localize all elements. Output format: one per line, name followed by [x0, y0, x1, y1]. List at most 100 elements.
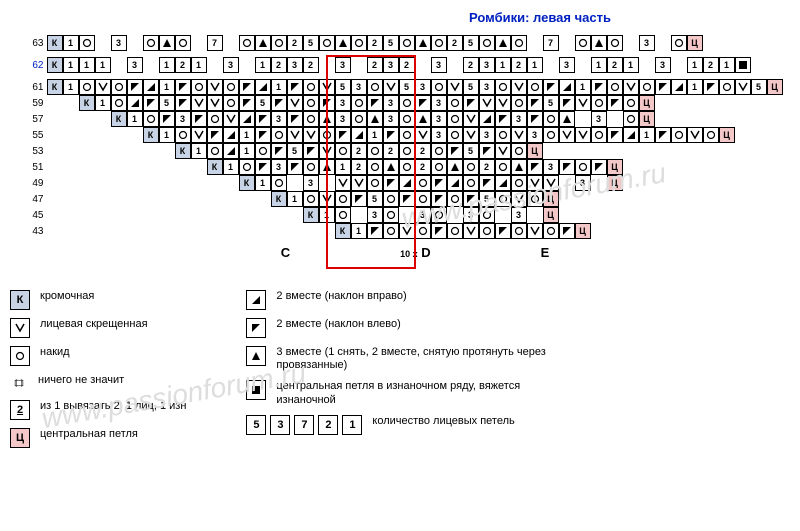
chart-cell: 3 [431, 57, 447, 73]
empty-cell [623, 35, 639, 51]
legend-text: кромочная [40, 290, 94, 303]
empty-cell [159, 143, 175, 159]
empty-cell [559, 35, 575, 51]
legend-symbol: К [10, 290, 30, 310]
chart-cell: 3 [575, 175, 591, 191]
empty-cell [719, 143, 735, 159]
chart-cell [495, 95, 511, 111]
chart-cell [239, 111, 255, 127]
chart-row: 43К1Ц [10, 223, 790, 239]
chart-cell [399, 191, 415, 207]
chart-cell [351, 175, 367, 191]
empty-cell [655, 95, 671, 111]
empty-cell [751, 191, 767, 207]
chart-cell [543, 175, 559, 191]
legend-item: ничего не значит [10, 374, 186, 392]
chart-cell [191, 95, 207, 111]
chart-cell: 3 [463, 207, 479, 223]
empty-cell [687, 223, 703, 239]
empty-cell [767, 35, 783, 51]
empty-cell [703, 191, 719, 207]
empty-cell [767, 127, 783, 143]
row-number: 47 [18, 194, 47, 205]
chart-cell: 3 [479, 127, 495, 143]
chart-cell [383, 223, 399, 239]
empty-cell [47, 175, 63, 191]
chart-cell [351, 111, 367, 127]
chart-cell: 1 [623, 57, 639, 73]
empty-cell [655, 143, 671, 159]
chart-cell: 2 [383, 143, 399, 159]
chart-cell [207, 79, 223, 95]
chart-cell: 3 [527, 127, 543, 143]
empty-cell [111, 57, 127, 73]
chart-cell: 1 [63, 79, 79, 95]
empty-cell [559, 191, 575, 207]
chart-cell [431, 223, 447, 239]
chart-cell [239, 95, 255, 111]
chart-cell [511, 175, 527, 191]
chart-cell: К [47, 79, 63, 95]
chart-cell: Ц [719, 127, 735, 143]
chart-cell [207, 95, 223, 111]
chart-cell [287, 95, 303, 111]
chart-cell: 1 [687, 57, 703, 73]
empty-cell [767, 223, 783, 239]
chart-cell [383, 175, 399, 191]
empty-cell [559, 207, 575, 223]
empty-cell [639, 223, 655, 239]
empty-cell [735, 95, 751, 111]
chart-cell: 1 [159, 127, 175, 143]
chart-cell: 1 [95, 57, 111, 73]
empty-cell [751, 111, 767, 127]
empty-cell [639, 207, 655, 223]
empty-cell [47, 223, 63, 239]
chart-cell: К [111, 111, 127, 127]
empty-cell [575, 207, 591, 223]
empty-cell [671, 191, 687, 207]
chart-cell: 1 [127, 111, 143, 127]
legend: Ккромочнаялицевая скрещеннаянакидничего … [10, 290, 790, 448]
chart-cell [463, 223, 479, 239]
chart-cell [431, 143, 447, 159]
empty-cell [751, 223, 767, 239]
empty-cell [751, 35, 767, 51]
chart-cell [655, 127, 671, 143]
empty-cell [735, 223, 751, 239]
empty-cell [639, 159, 655, 175]
empty-cell [703, 175, 719, 191]
chart-cell [319, 79, 335, 95]
chart-cell [239, 35, 255, 51]
empty-cell [623, 175, 639, 191]
chart-cell: 3 [351, 79, 367, 95]
chart-cell [367, 159, 383, 175]
empty-cell [623, 223, 639, 239]
chart-cell [463, 159, 479, 175]
legend-symbol [10, 318, 30, 338]
empty-cell [287, 175, 303, 191]
empty-cell [767, 111, 783, 127]
chart-cell [143, 111, 159, 127]
chart-cell [319, 35, 335, 51]
chart-cell [495, 175, 511, 191]
chart-cell [719, 79, 735, 95]
chart-cell [431, 79, 447, 95]
chart-cell: 3 [415, 79, 431, 95]
chart-cell [655, 79, 671, 95]
empty-cell [591, 191, 607, 207]
chart-cell [527, 111, 543, 127]
empty-cell [687, 159, 703, 175]
chart-cell [255, 143, 271, 159]
chart-cell [127, 79, 143, 95]
empty-cell [95, 207, 111, 223]
chart-cell [367, 95, 383, 111]
empty-cell [735, 207, 751, 223]
empty-cell [719, 35, 735, 51]
chart-cell [271, 175, 287, 191]
chart-cell [287, 159, 303, 175]
chart-cell [495, 159, 511, 175]
empty-cell [111, 191, 127, 207]
chart-cell [623, 127, 639, 143]
chart-cell [543, 111, 559, 127]
empty-cell [223, 207, 239, 223]
